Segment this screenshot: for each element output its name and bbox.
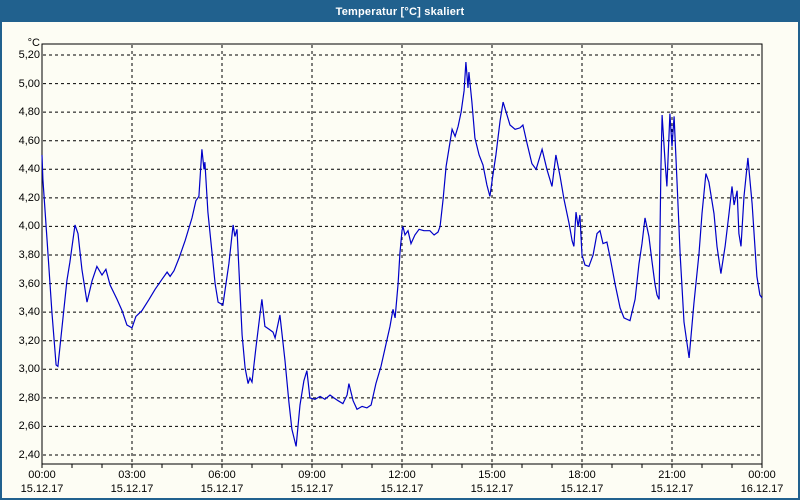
x-tick-date-label: 15.12.17 xyxy=(380,483,424,495)
y-tick-label: 5,00 xyxy=(18,77,40,90)
temperature-line xyxy=(41,62,763,447)
x-tick-date-label: 15.12.17 xyxy=(560,483,604,495)
x-tick-time-label: 00:00 xyxy=(748,469,776,481)
y-tick-label: 2,60 xyxy=(18,420,40,433)
chart-container: °C 5,20 5,00 4,80 4,60 4,40 4,20 4,00 3,80 3,60 3,… xyxy=(2,22,798,498)
temperature-chart xyxy=(41,43,763,468)
x-tick-date-label: 15.12.17 xyxy=(650,483,694,495)
x-tick-date-label: 15.12.17 xyxy=(290,483,334,495)
window-title: Temperatur [°C] skaliert xyxy=(335,6,465,18)
x-tick-time-label: 15:00 xyxy=(478,469,506,481)
x-tick-time-label: 18:00 xyxy=(568,469,596,481)
y-tick-label: 3,80 xyxy=(18,249,40,261)
y-tick-label: 3,20 xyxy=(18,334,40,347)
x-tick-time-label: 06:00 xyxy=(208,469,236,481)
y-tick-label: 4,80 xyxy=(18,106,40,119)
x-tick-date-label: 15.12.17 xyxy=(470,483,514,495)
y-tick-label: 2,40 xyxy=(18,449,40,461)
x-tick-time-label: 09:00 xyxy=(298,469,326,481)
y-tick-label: 3,40 xyxy=(18,306,40,319)
y-tick-label: 3,60 xyxy=(18,277,40,290)
plot-border xyxy=(41,43,763,465)
y-tick-label: 4,00 xyxy=(18,220,40,233)
y-tick-label: 2,80 xyxy=(18,391,40,404)
x-tick-time-label: 21:00 xyxy=(658,469,686,481)
x-tick-time-label: 12:00 xyxy=(388,469,416,481)
x-tick-time-label: 03:00 xyxy=(118,469,146,481)
x-tick-time-label: 00:00 xyxy=(28,469,56,481)
x-tick-date-label: 15.12.17 xyxy=(200,483,244,495)
y-tick-label: 3,00 xyxy=(18,363,40,376)
y-tick-label: 4,60 xyxy=(18,134,40,147)
x-tick-date-label: 15.12.17 xyxy=(20,483,64,495)
y-tick-label: 4,40 xyxy=(18,163,40,176)
x-tick-date-label: 15.12.17 xyxy=(110,483,154,495)
x-tick-date-label: 16.12.17 xyxy=(740,483,784,495)
window-title-bar[interactable]: Temperatur [°C] skaliert xyxy=(2,2,798,22)
y-tick-label: 4,20 xyxy=(18,191,40,204)
y-tick-label: 5,20 xyxy=(18,49,40,61)
y-axis-unit-label: °C xyxy=(27,37,40,49)
